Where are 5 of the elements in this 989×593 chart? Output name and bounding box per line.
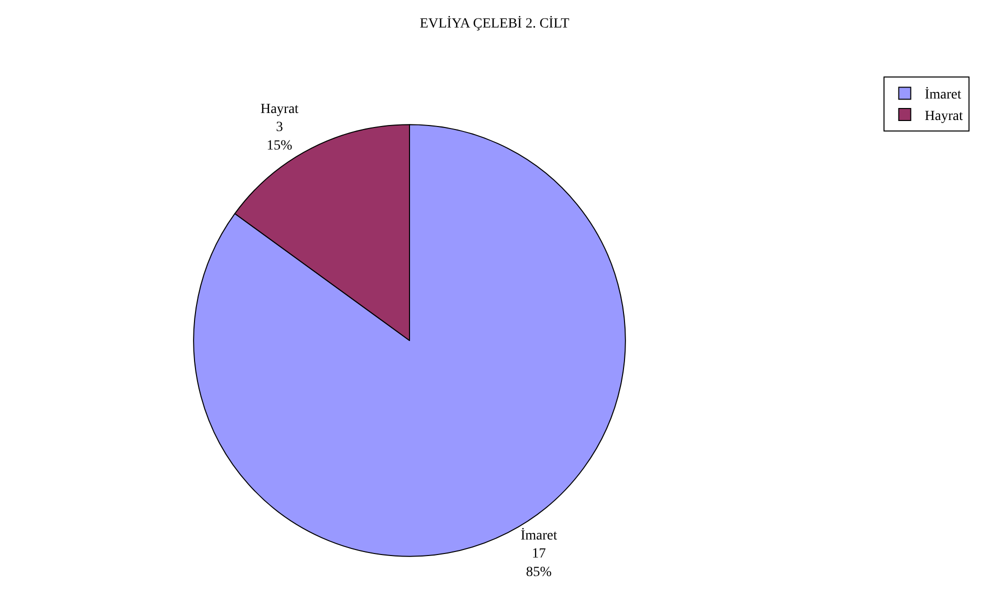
legend-label: İmaret [924,86,962,103]
chart-title: EVLİYA ÇELEBİ 2. CİLT [420,16,570,32]
legend-label: Hayrat [924,108,963,124]
data-label: Hayrat 3 15% [260,102,299,154]
data-label: İmaret 17 85% [520,527,558,580]
